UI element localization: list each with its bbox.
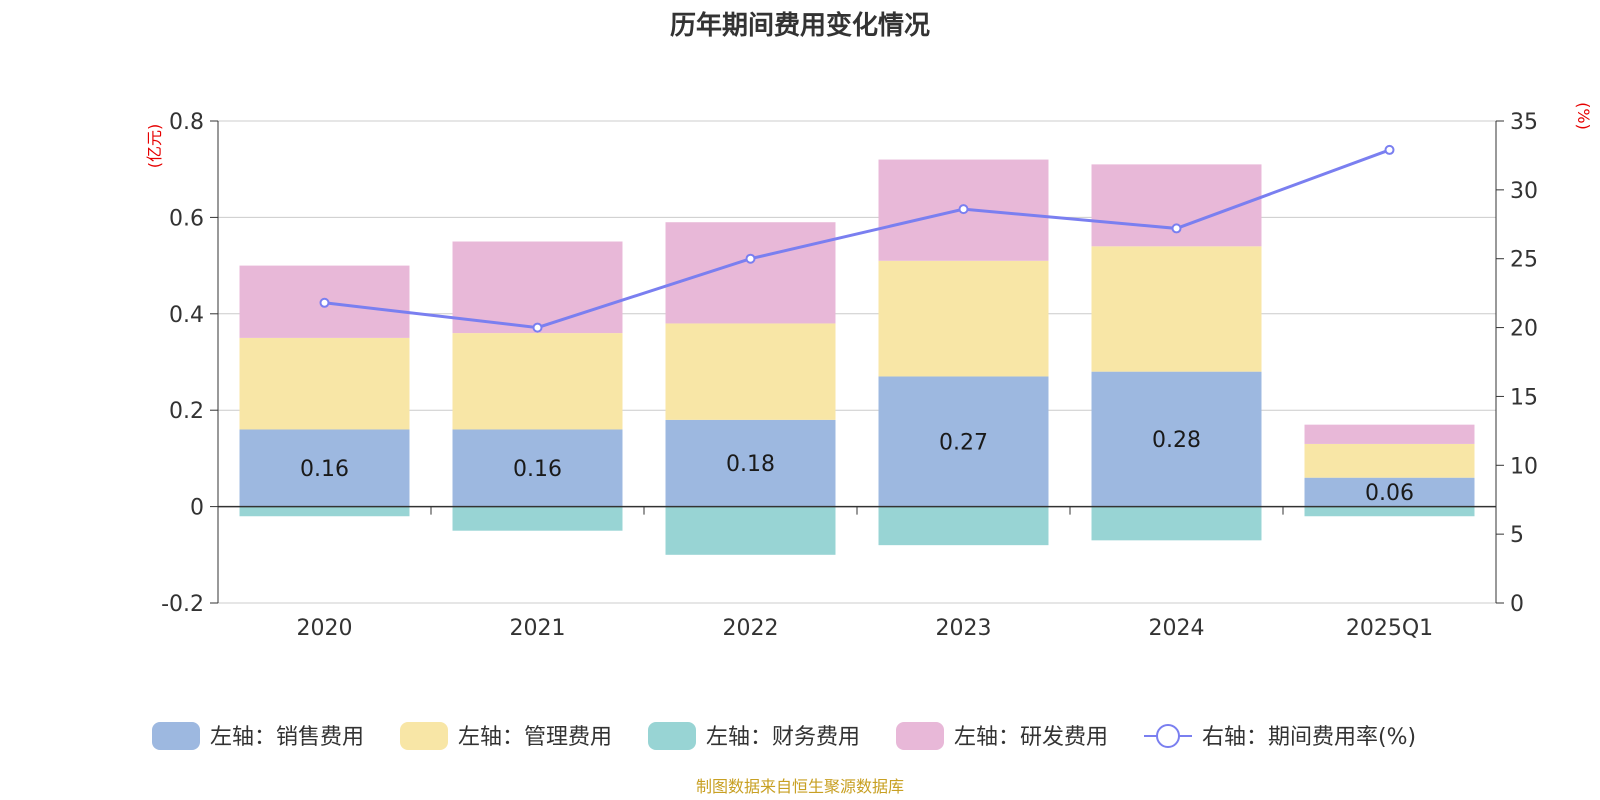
legend-swatch bbox=[400, 722, 448, 750]
bar-segment bbox=[665, 323, 836, 420]
data-label: 0.18 bbox=[726, 452, 775, 477]
legend-label: 左轴：销售费用 bbox=[210, 725, 364, 750]
left-tick-label: 0 bbox=[190, 496, 204, 521]
bar-segment bbox=[452, 429, 623, 507]
right-tick-label: 15 bbox=[1510, 385, 1538, 410]
bar-segment bbox=[1091, 371, 1262, 507]
rate-point bbox=[958, 204, 969, 215]
legend-swatch bbox=[896, 722, 944, 750]
data-label: 0.06 bbox=[1365, 481, 1414, 506]
bar-segment bbox=[1304, 477, 1475, 507]
category-label: 2020 bbox=[297, 616, 353, 641]
left-tick-label: -0.2 bbox=[161, 592, 204, 617]
bar-segment bbox=[665, 419, 836, 507]
bar-segment bbox=[665, 506, 836, 555]
bar-segment bbox=[878, 506, 1049, 546]
rate-point bbox=[532, 322, 543, 333]
rate-point bbox=[1171, 223, 1182, 234]
right-tick-label: 25 bbox=[1510, 248, 1538, 273]
left-tick-label: 0.8 bbox=[169, 110, 204, 135]
bar-segment bbox=[452, 241, 623, 334]
data-label: 0.28 bbox=[1152, 428, 1201, 453]
chart-title: 历年期间费用变化情况 bbox=[670, 10, 930, 41]
right-axis-unit: (%) bbox=[1574, 102, 1593, 130]
bar-segment bbox=[665, 222, 836, 324]
data-labels: 0.16 0.16 0.18 0.27 0.28 0.06 bbox=[300, 428, 1414, 506]
right-tick-label: 30 bbox=[1510, 179, 1538, 204]
bar-segment bbox=[239, 429, 410, 507]
data-label: 0.16 bbox=[513, 457, 562, 482]
rate-point bbox=[745, 253, 756, 264]
left-tick-label: 0.6 bbox=[169, 206, 204, 231]
bar-segment bbox=[1304, 424, 1475, 444]
right-tick-label: 35 bbox=[1510, 110, 1538, 135]
rate-point bbox=[1384, 144, 1395, 155]
bar-segment bbox=[878, 376, 1049, 507]
bar-segment bbox=[452, 506, 623, 531]
data-label: 0.16 bbox=[300, 457, 349, 482]
rate-point bbox=[319, 297, 330, 308]
right-tick-label: 20 bbox=[1510, 317, 1538, 342]
bar-segment bbox=[878, 260, 1049, 377]
category-label: 2023 bbox=[936, 616, 992, 641]
category-label: 2025Q1 bbox=[1346, 616, 1433, 641]
left-tick-label: 0.2 bbox=[169, 399, 204, 424]
source-note: 制图数据来自恒生聚源数据库 bbox=[696, 777, 904, 796]
rate-line bbox=[319, 144, 1395, 333]
bar-segment bbox=[1304, 443, 1475, 478]
legend-label: 左轴：管理费用 bbox=[458, 725, 612, 750]
bar-segment bbox=[452, 333, 623, 430]
left-tick-label: 0.4 bbox=[169, 303, 204, 328]
data-label: 0.27 bbox=[939, 431, 988, 456]
bar-segment bbox=[1304, 506, 1475, 517]
legend: 左轴：销售费用 左轴：管理费用 左轴：财务费用 左轴：研发费用 右轴：期间费用率(%) bbox=[152, 722, 1416, 750]
bar-segment bbox=[1091, 506, 1262, 541]
legend-marker bbox=[1156, 724, 1180, 748]
left-axis-unit: (亿元) bbox=[145, 124, 164, 169]
legend-swatch bbox=[648, 722, 696, 750]
axes: -0.2 0 0.2 0.4 0.6 0.8 0 5 10 15 20 25 30 35 2020 2021 2… bbox=[161, 110, 1538, 641]
legend-label: 左轴：研发费用 bbox=[954, 725, 1108, 750]
legend-label: 左轴：财务费用 bbox=[706, 725, 860, 750]
category-label: 2024 bbox=[1149, 616, 1205, 641]
grid-lines bbox=[218, 120, 1496, 604]
bar-segment bbox=[239, 506, 410, 517]
category-label: 2021 bbox=[510, 616, 566, 641]
legend-label: 右轴：期间费用率(%) bbox=[1202, 725, 1416, 750]
rate-line-path bbox=[324, 148, 1391, 330]
bar-segment bbox=[239, 337, 410, 430]
bars bbox=[239, 159, 1475, 555]
right-tick-label: 10 bbox=[1510, 454, 1538, 479]
right-tick-label: 0 bbox=[1510, 592, 1524, 617]
legend-swatch bbox=[152, 722, 200, 750]
category-label: 2022 bbox=[723, 616, 779, 641]
right-tick-label: 5 bbox=[1510, 523, 1524, 548]
bar-segment bbox=[1091, 246, 1262, 372]
